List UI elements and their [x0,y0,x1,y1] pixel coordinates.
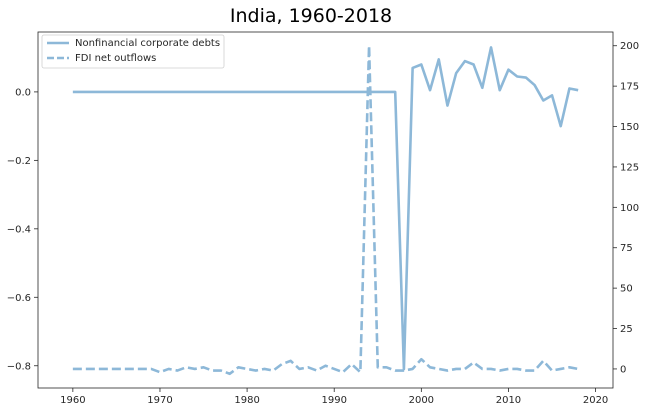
legend: Nonfinancial corporate debts FDI net out… [41,34,225,69]
chart-title: India, 1960-2018 [230,5,392,27]
x-axis: 1960 1970 1980 1990 2000 2010 2020 [60,388,608,406]
x-tick-label-1970: 1970 [147,395,172,406]
y-left-tick-label: 0.0 [15,87,31,98]
series-line-fdi-net-outflows [72,44,579,376]
legend-label-fdi-net-outflows: FDI net outflows [75,53,156,64]
y-right-tick-label-25: 25 [620,324,633,335]
y-left-tick-label: −0.2 [7,156,31,167]
y-axis-left: 0.0 −0.2 −0.4 −0.6 −0.8 [7,87,38,372]
y-right-tick-label-100: 100 [620,203,639,214]
y-left-tick-label: −0.6 [7,293,31,304]
x-tick-label-2010: 2010 [496,395,521,406]
x-tick-label-2020: 2020 [583,395,608,406]
y-right-tick-label-0: 0 [620,364,626,375]
y-right-tick-label-50: 50 [620,284,633,295]
y-axis-right: 0 25 50 75 100 125 150 175 200 [613,41,639,375]
series-line-nonfinancial-corporate-debts [72,46,579,371]
legend-label-nonfinancial-corporate-debts: Nonfinancial corporate debts [75,38,220,49]
x-tick-label-1980: 1980 [234,395,259,406]
y-right-tick-label-125: 125 [620,162,639,173]
y-right-tick-label-175: 175 [620,82,639,93]
y-right-tick-label-150: 150 [620,122,639,133]
series-layer [72,44,579,376]
y-left-tick-label: −0.8 [7,361,31,372]
x-tick-label-1990: 1990 [321,395,346,406]
x-tick-label-2000: 2000 [409,395,434,406]
y-right-tick-label-75: 75 [620,243,633,254]
legend-box [41,34,225,69]
plot-frame [37,31,614,389]
y-left-tick-label: −0.4 [7,224,31,235]
y-right-tick-label-200: 200 [620,41,639,52]
x-tick-label-1960: 1960 [60,395,85,406]
